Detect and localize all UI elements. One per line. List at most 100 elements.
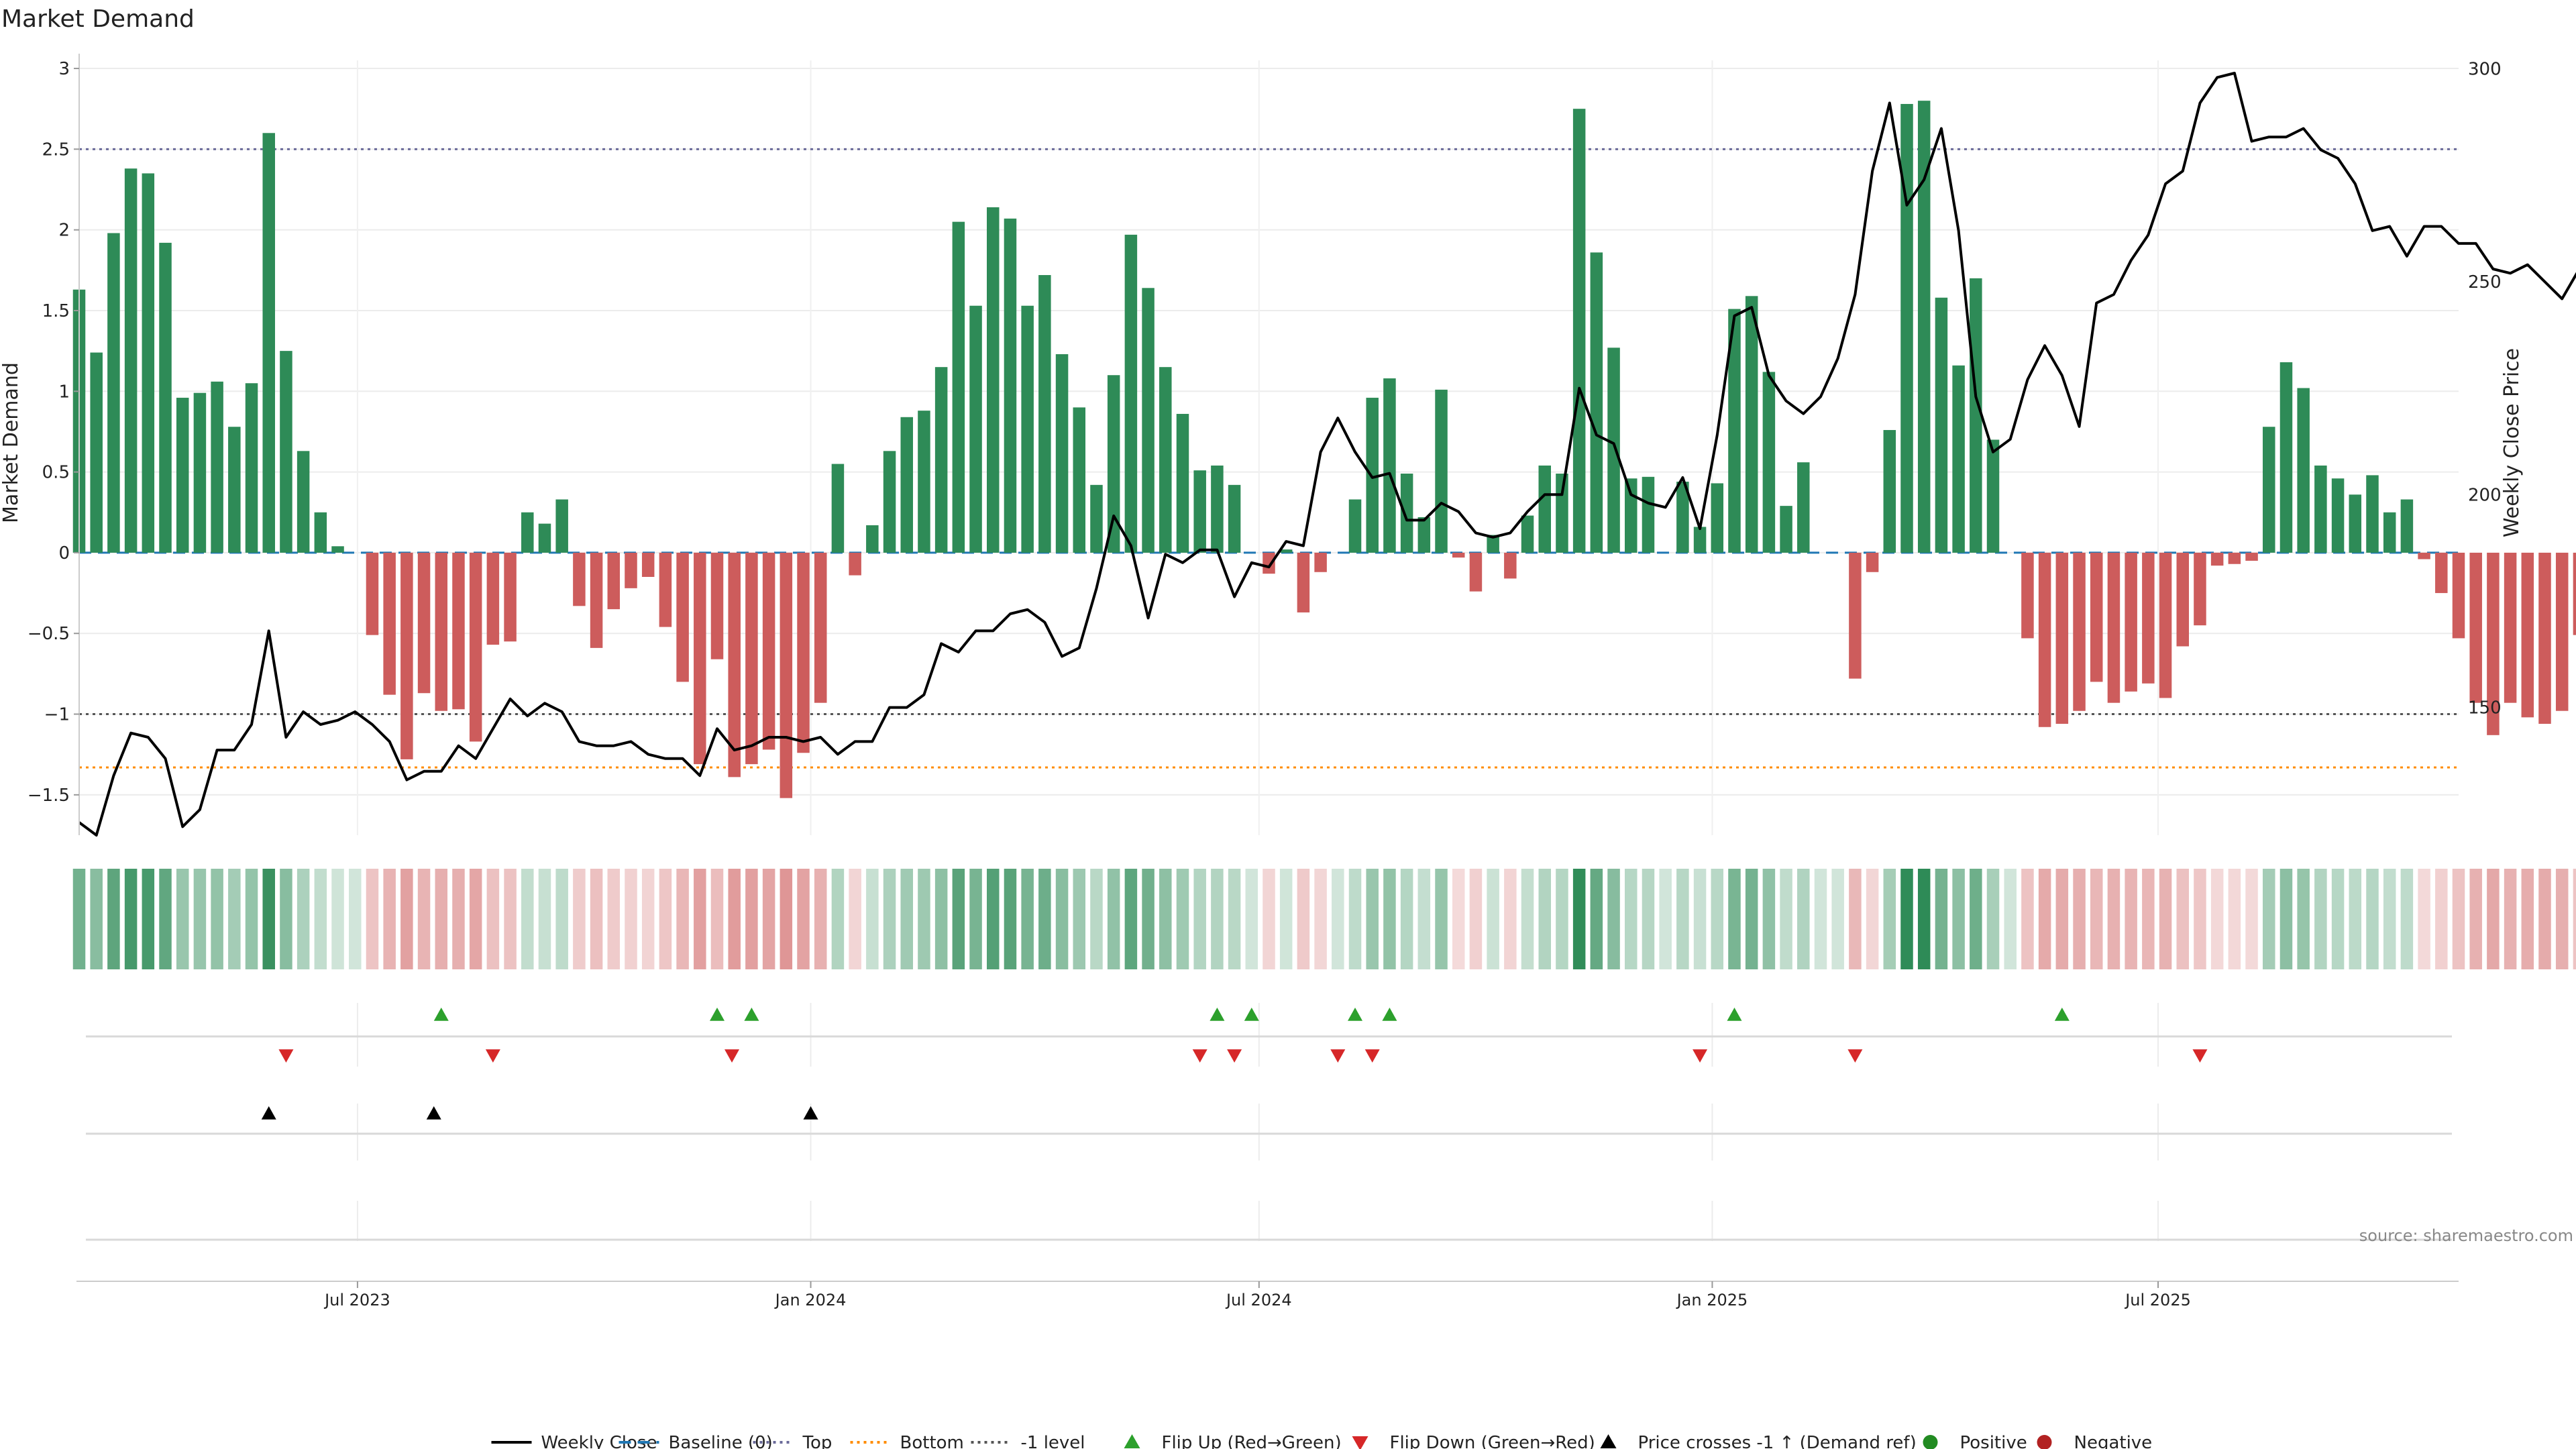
demand-bar xyxy=(469,552,482,742)
heat-cell xyxy=(228,869,241,969)
demand-bar xyxy=(831,464,845,553)
y-tick-label: 3 xyxy=(58,59,70,79)
demand-bar xyxy=(1228,484,1241,553)
x-axis: Jul 2023 Jan 2024 Jul 2024 Jan 2025 Jul 2025 xyxy=(76,1281,2459,1309)
flip-down-marker xyxy=(1330,1049,1346,1063)
demand-bar xyxy=(2435,552,2448,594)
demand-bar xyxy=(2504,552,2517,703)
weekly-close-line xyxy=(78,72,2576,837)
demand-bar xyxy=(2038,552,2051,727)
heat-cell xyxy=(1814,869,1827,969)
heat-cell xyxy=(952,869,965,969)
legend-label: Positive xyxy=(1960,1433,2027,1449)
heat-cell xyxy=(2279,869,2293,969)
flip-up-marker xyxy=(1727,1008,1742,1021)
y-tick-label: −1.5 xyxy=(28,786,70,806)
heat-cell xyxy=(607,869,621,969)
heat-cell xyxy=(814,869,827,969)
demand-bar xyxy=(1625,478,1638,553)
heat-cell xyxy=(2176,869,2190,969)
demand-bar xyxy=(2176,552,2190,647)
demand-bar xyxy=(2314,465,2327,553)
demand-bar xyxy=(1693,527,1707,553)
demand-bar xyxy=(228,427,241,553)
heat-cell xyxy=(797,869,810,969)
demand-bar xyxy=(1263,552,1275,574)
heat-cell xyxy=(694,869,706,969)
heat-cell xyxy=(1435,869,1448,969)
demand-bar xyxy=(1435,389,1448,553)
heat-cell xyxy=(1452,869,1465,969)
heat-cell xyxy=(1124,869,1138,969)
flip-down-marker xyxy=(1364,1049,1380,1063)
heat-cell xyxy=(2366,869,2379,969)
y-tick-label: 2 xyxy=(58,221,70,241)
demand-bar xyxy=(176,397,189,553)
demand-bar xyxy=(2487,552,2500,735)
demand-bar xyxy=(1193,470,1206,553)
heat-cell xyxy=(1400,869,1413,969)
demand-bar xyxy=(1780,506,1792,553)
demand-bar xyxy=(1348,499,1362,553)
y-tick-label: 0.5 xyxy=(42,463,70,483)
heat-cell xyxy=(1676,869,1689,969)
heat-cell xyxy=(417,869,431,969)
heat-cell xyxy=(1469,869,1483,969)
demand-bar xyxy=(1417,517,1431,553)
demand-bar xyxy=(1538,465,1551,553)
demand-bar xyxy=(521,512,534,553)
demand-bar xyxy=(2107,552,2121,703)
heat-cell xyxy=(866,869,879,969)
legend-swatch-positive xyxy=(1923,1435,1938,1449)
flip-up-marker xyxy=(1348,1008,1363,1021)
demand-bar xyxy=(934,367,948,553)
heat-cell xyxy=(142,869,155,969)
demand-bar xyxy=(1521,515,1534,553)
heat-cell xyxy=(1745,869,1758,969)
heat-cell xyxy=(641,869,655,969)
demand-bar xyxy=(538,523,551,553)
y-tick-label: −0.5 xyxy=(28,624,70,644)
heat-cell xyxy=(1332,869,1344,969)
weekly-close-series xyxy=(78,72,2576,837)
heat-cell xyxy=(1176,869,1189,969)
flip-down-marker xyxy=(1192,1049,1208,1063)
heat-cell xyxy=(659,869,672,969)
demand-bar xyxy=(400,552,413,759)
heat-cell xyxy=(1021,869,1034,969)
demand-bar xyxy=(2073,552,2086,711)
legend-swatch-flip-down xyxy=(1352,1436,1368,1449)
heat-cell xyxy=(883,869,896,969)
demand-bar xyxy=(883,451,896,553)
demand-bar xyxy=(2021,552,2034,639)
heat-cell xyxy=(366,869,379,969)
heat-cell xyxy=(297,869,310,969)
flip-up-marker xyxy=(433,1008,449,1021)
heat-cell xyxy=(107,869,120,969)
demand-bar xyxy=(331,546,344,553)
heat-cell xyxy=(1538,869,1551,969)
demand-bar xyxy=(676,552,689,682)
heat-cell xyxy=(590,869,603,969)
demand-bar xyxy=(866,525,879,553)
demand-bar xyxy=(2349,494,2362,553)
demand-bar xyxy=(1469,552,1483,592)
legend-label: Bottom xyxy=(900,1433,964,1449)
demand-bar xyxy=(1900,103,1913,553)
legend-swatch-price-cross xyxy=(1600,1434,1617,1448)
demand-bar xyxy=(1211,465,1224,553)
demand-bar xyxy=(2383,512,2396,553)
demand-bar xyxy=(573,552,586,606)
heat-cell xyxy=(2331,869,2345,969)
heat-cell xyxy=(245,869,258,969)
heat-cell xyxy=(435,869,448,969)
demand-heat-strip xyxy=(72,869,2576,969)
heat-cell xyxy=(2004,869,2017,969)
demand-bar xyxy=(2555,552,2569,711)
heat-cell xyxy=(1366,869,1379,969)
heat-cell xyxy=(521,869,534,969)
heat-cell xyxy=(934,869,948,969)
demand-bar xyxy=(2279,362,2293,553)
demand-bar xyxy=(1883,430,1896,553)
